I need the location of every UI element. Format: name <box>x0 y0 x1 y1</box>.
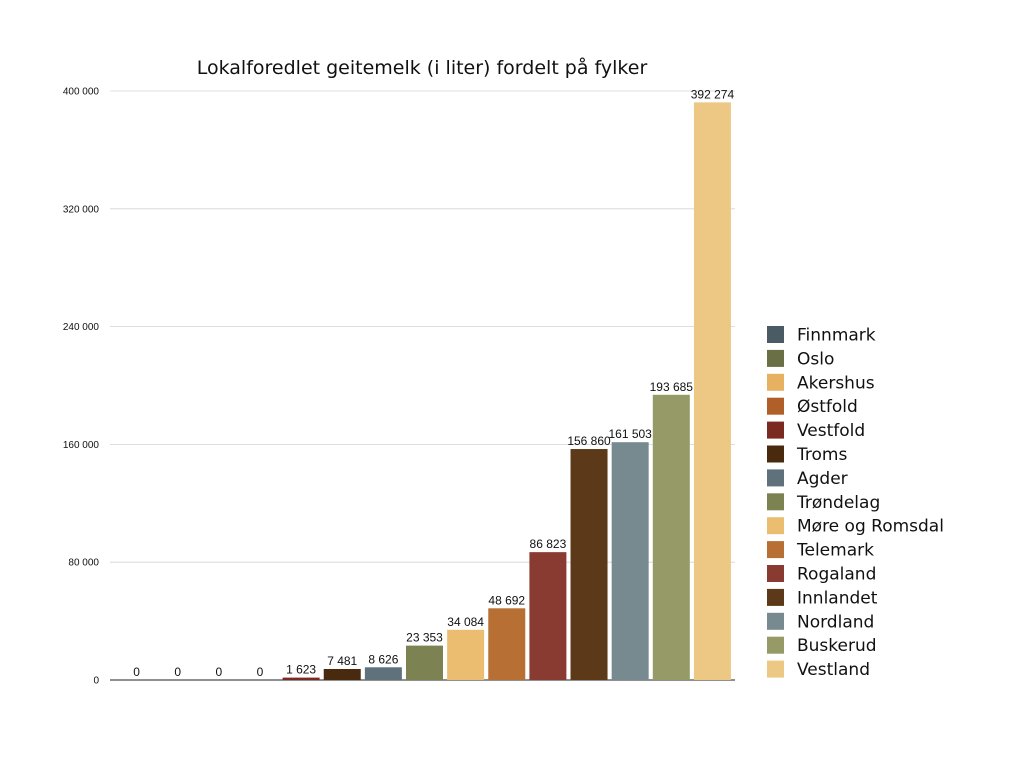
bar-telemark <box>488 608 526 680</box>
data-label: 193 685 <box>650 380 694 394</box>
legend-label: Agder <box>797 469 848 489</box>
legend-label: Møre og Romsdal <box>797 517 944 537</box>
data-labels: 0 0 0 0 1 623 7 481 8 626 23 353 34 084 48 692 86 … <box>133 87 734 679</box>
legend-label: Vestfold <box>797 421 865 441</box>
legend-swatch <box>767 373 784 391</box>
legend-swatch <box>767 517 784 535</box>
y-axis-ticks: 0 80 000 160 000 240 000 320 000 400 000 <box>63 87 100 687</box>
legend-label: Nordland <box>797 612 874 632</box>
legend-swatch <box>767 636 784 654</box>
legend-label: Trøndelag <box>796 493 880 513</box>
legend-swatch <box>767 421 784 439</box>
chart-title: Lokalforedlet geitemelk (i liter) fordel… <box>197 56 648 79</box>
data-label: 0 <box>133 665 140 679</box>
y-tick-label: 80 000 <box>68 558 99 569</box>
legend-swatch <box>767 541 784 559</box>
legend-swatch <box>767 445 784 463</box>
y-tick-label: 240 000 <box>63 322 100 333</box>
legend-swatch <box>767 612 784 630</box>
bar-møre-og-romsdal <box>447 629 485 680</box>
legend-label: Østfold <box>797 397 858 417</box>
data-label: 7 481 <box>327 654 357 668</box>
data-label: 1 623 <box>286 663 316 677</box>
legend-label: Oslo <box>797 349 834 369</box>
data-label: 0 <box>174 665 181 679</box>
legend-swatch <box>767 588 784 606</box>
data-label: 392 274 <box>691 87 735 101</box>
legend-swatch <box>767 469 784 487</box>
legend-swatch <box>767 397 784 415</box>
bar-vestland <box>693 102 731 681</box>
bar-vestfold <box>282 677 320 680</box>
bar-innlandet <box>570 449 608 680</box>
legend-label: Buskerud <box>797 636 877 656</box>
y-tick-label: 400 000 <box>63 87 100 98</box>
legend-label: Vestland <box>797 660 870 680</box>
y-tick-label: 160 000 <box>63 440 100 451</box>
legend-swatch <box>767 349 784 367</box>
data-label: 0 <box>257 665 264 679</box>
bar-trøndelag <box>406 645 443 680</box>
data-label: 161 503 <box>608 427 652 441</box>
data-label: 0 <box>215 665 222 679</box>
bar-buskerud <box>652 394 690 680</box>
y-tick-label: 0 <box>93 676 99 687</box>
legend-swatch <box>767 493 784 511</box>
legend-label: Akershus <box>797 373 875 393</box>
bar-nordland <box>611 442 649 680</box>
legend-swatch <box>767 660 784 678</box>
data-label: 48 692 <box>488 593 525 607</box>
y-tick-label: 320 000 <box>63 204 100 215</box>
data-label: 23 353 <box>406 631 443 645</box>
bar-rogaland <box>529 552 567 680</box>
data-label: 156 860 <box>567 434 611 448</box>
legend-swatch <box>767 326 784 343</box>
data-label: 86 823 <box>530 537 567 551</box>
legend: Finnmark Oslo Akershus Østfold Vestfold Troms… <box>767 326 944 680</box>
bar-agder <box>364 667 402 680</box>
bars <box>282 102 731 681</box>
legend-swatch <box>767 565 784 582</box>
data-label: 34 084 <box>447 615 484 629</box>
legend-label: Telemark <box>796 541 874 561</box>
legend-label: Innlandet <box>797 588 878 608</box>
legend-label: Troms <box>796 445 847 465</box>
data-label: 8 626 <box>368 652 398 666</box>
legend-label: Finnmark <box>797 326 876 346</box>
bar-troms <box>323 668 361 680</box>
legend-label: Rogaland <box>797 565 876 585</box>
